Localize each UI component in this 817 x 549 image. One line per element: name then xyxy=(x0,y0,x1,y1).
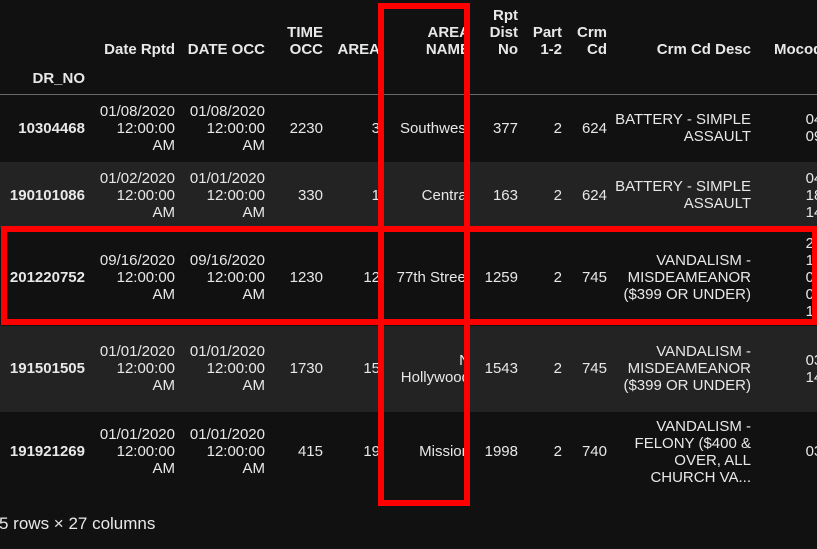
cell-area-name: Central xyxy=(421,186,470,204)
cell-part: 2 xyxy=(553,443,562,460)
cell-crm-cd: 740 xyxy=(581,443,607,460)
cell-mocodes: 0416 1822 1414 xyxy=(805,169,817,221)
cell-dr-no: 201220752 xyxy=(9,268,85,286)
cell-date-rptd: 01/02/2020 12:00:00 AM xyxy=(99,169,175,221)
header-date-rptd: Date Rptd xyxy=(104,41,175,58)
cell-time-occ: 1230 xyxy=(289,268,323,286)
cell-crm-cd-desc: BATTERY - SIMPLE ASSAULT xyxy=(615,111,751,146)
dataframe-table: Date Rptd DATE OCC TIME OCC AREA AREA NA… xyxy=(0,0,817,492)
cell-date-rptd: 09/16/2020 12:00:00 AM xyxy=(99,251,175,303)
cell-rpt-dist-no: 1543 xyxy=(484,360,518,377)
cell-time-occ: 1730 xyxy=(289,360,323,377)
cell-area: 12 xyxy=(363,268,380,286)
cell-date-occ: 01/01/2020 12:00:00 AM xyxy=(189,426,265,477)
header-date-occ: DATE OCC xyxy=(187,41,265,58)
table-row: 190101086 01/02/2020 12:00:00 AM 01/01/202… xyxy=(0,161,817,229)
header-crm-cd: Crm Cd xyxy=(576,24,607,58)
cell-dr-no: 190101086 xyxy=(9,186,85,204)
cell-date-rptd: 01/01/2020 12:00:00 AM xyxy=(99,426,175,477)
header-index-name: DR_NO xyxy=(32,69,85,87)
cell-date-occ: 09/16/2020 12:00:00 AM xyxy=(189,251,265,303)
cell-time-occ: 2230 xyxy=(289,119,323,137)
header-area: AREA xyxy=(337,41,380,58)
cell-area-name: 77th Street xyxy=(396,268,470,286)
header-rpt-dist-no: Rpt Dist No xyxy=(489,7,518,58)
cell-date-occ: 01/08/2020 12:00:00 AM xyxy=(189,102,265,154)
cell-area-name: N Hollywood xyxy=(400,351,470,386)
cell-rpt-dist-no: 377 xyxy=(492,119,518,137)
cell-mocodes: 0329 xyxy=(805,443,817,460)
cell-crm-cd: 624 xyxy=(581,119,607,137)
table-row: 191921269 01/01/2020 12:00:00 AM 01/01/202… xyxy=(0,412,817,492)
cell-mocodes: 0444 0913 xyxy=(805,111,817,146)
cell-crm-cd-desc: VANDALISM - MISDEAMEANOR ($399 OR UNDER) xyxy=(623,343,751,394)
cell-area: 1 xyxy=(371,186,380,204)
cell-mocodes: 0329 1402 xyxy=(805,351,817,386)
cell-part: 2 xyxy=(553,360,562,377)
header-index-blank xyxy=(0,0,92,62)
cell-part: 2 xyxy=(553,186,562,204)
cell-dr-no: 191501505 xyxy=(9,360,85,377)
header-crm-cd-desc: Crm Cd Desc xyxy=(656,41,751,58)
cell-part: 2 xyxy=(553,119,562,137)
cell-area: 19 xyxy=(363,443,380,460)
cell-time-occ: 415 xyxy=(297,443,323,460)
cell-rpt-dist-no: 1259 xyxy=(484,268,518,286)
cell-crm-cd-desc: VANDALISM - FELONY ($400 & OVER, ALL CHU… xyxy=(634,417,751,486)
cell-dr-no: 10304468 xyxy=(18,119,85,137)
cell-date-rptd: 01/08/2020 12:00:00 AM xyxy=(99,102,175,154)
cell-crm-cd-desc: VANDALISM - MISDEAMEANOR ($399 OR UNDER) xyxy=(623,251,751,303)
cell-part: 2 xyxy=(553,268,562,286)
row-count-footer: 5 rows × 27 columns xyxy=(0,514,156,533)
cell-date-occ: 01/01/2020 12:00:00 AM xyxy=(189,169,265,221)
cell-crm-cd: 745 xyxy=(581,360,607,377)
header-area-name: AREA NAME xyxy=(425,24,470,58)
cell-date-rptd: 01/01/2020 12:00:00 AM xyxy=(99,343,175,394)
cell-area: 15 xyxy=(363,360,380,377)
table-row: 191501505 01/01/2020 12:00:00 AM 01/01/202… xyxy=(0,325,817,412)
header-part-1-2: Part 1-2 xyxy=(532,24,562,58)
cell-rpt-dist-no: 1998 xyxy=(484,443,518,460)
table-header: Date Rptd DATE OCC TIME OCC AREA AREA NA… xyxy=(0,0,817,95)
cell-area: 3 xyxy=(371,119,380,137)
cell-rpt-dist-no: 163 xyxy=(492,186,518,204)
table-row: 201220752 09/16/2020 12:00:00 AM 09/16/202… xyxy=(0,229,817,326)
cell-area-name: Southwest xyxy=(399,119,470,137)
cell-mocodes: 2004 1820 0913 0329 1202 xyxy=(805,234,817,320)
cell-crm-cd: 745 xyxy=(581,268,607,286)
cell-date-occ: 01/01/2020 12:00:00 AM xyxy=(189,343,265,394)
header-time-occ: TIME OCC xyxy=(287,24,323,58)
cell-crm-cd: 624 xyxy=(581,186,607,204)
table-body: 10304468 01/08/2020 12:00:00 AM 01/08/2020… xyxy=(0,95,817,492)
cell-area-name: Mission xyxy=(419,443,470,460)
table-row: 10304468 01/08/2020 12:00:00 AM 01/08/2020… xyxy=(0,95,817,162)
cell-crm-cd-desc: BATTERY - SIMPLE ASSAULT xyxy=(615,178,751,212)
cell-dr-no: 191921269 xyxy=(9,443,85,460)
header-mocodes: Mocodes xyxy=(773,41,817,58)
cell-time-occ: 330 xyxy=(297,186,323,204)
